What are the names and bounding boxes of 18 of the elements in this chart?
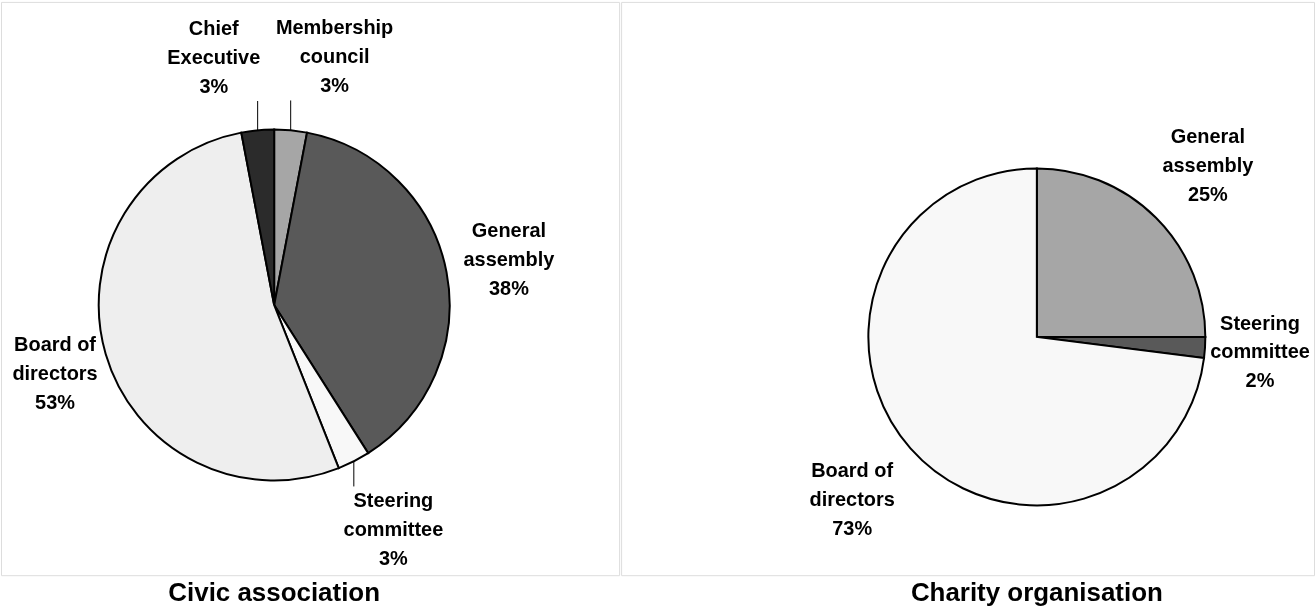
data-label: 38%: [489, 277, 530, 300]
data-label: 3%: [379, 546, 409, 569]
slice-label: Chief Executive: [167, 16, 261, 68]
slice-label: General assembly: [1162, 124, 1254, 176]
slice-label: General assembly: [463, 219, 555, 271]
data-label: 2%: [1245, 369, 1275, 392]
slice-label: Steering committee: [1210, 311, 1310, 363]
slice-label: Membership council: [275, 16, 394, 68]
text: Charity organisation: [910, 578, 1163, 607]
data-label: 25%: [1187, 182, 1229, 205]
slice-label: Board of directors: [809, 458, 895, 510]
data-label: 53%: [35, 390, 76, 413]
text: Civic association: [168, 578, 380, 607]
slice-label: Board of directors: [12, 333, 98, 385]
data-label: 3%: [320, 73, 350, 96]
data-label: 3%: [199, 74, 229, 97]
slice-label: Steering committee: [343, 488, 444, 540]
data-label: 73%: [832, 516, 873, 539]
